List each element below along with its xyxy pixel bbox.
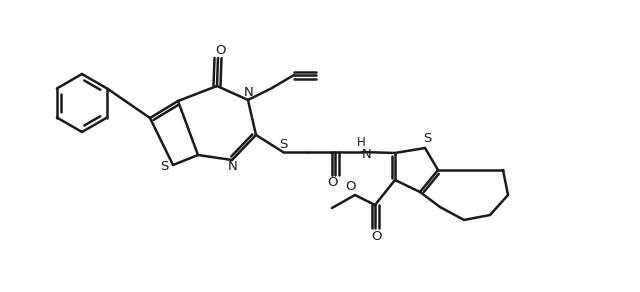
Text: N: N bbox=[244, 86, 254, 100]
Text: S: S bbox=[423, 133, 431, 145]
Text: N: N bbox=[362, 147, 372, 161]
Text: O: O bbox=[372, 230, 382, 242]
Text: O: O bbox=[346, 180, 356, 194]
Text: N: N bbox=[228, 161, 238, 173]
Text: S: S bbox=[279, 138, 287, 150]
Text: O: O bbox=[215, 44, 225, 58]
Text: O: O bbox=[328, 176, 339, 190]
Text: S: S bbox=[160, 161, 168, 173]
Text: H: H bbox=[356, 136, 365, 150]
